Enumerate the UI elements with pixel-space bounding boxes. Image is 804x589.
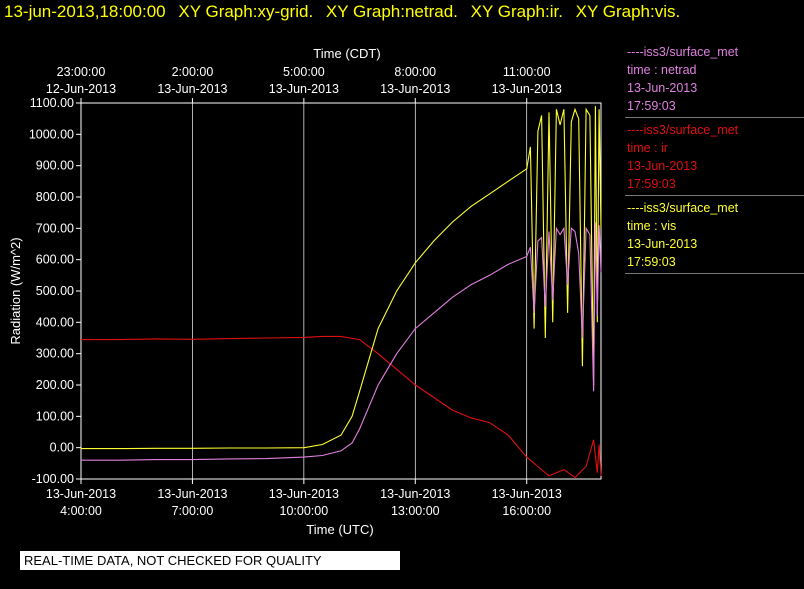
y-tick-label: 100.00 bbox=[36, 409, 74, 423]
quality-disclaimer: REAL-TIME DATA, NOT CHECKED FOR QUALITY bbox=[20, 551, 400, 570]
y-tick-label: 0.00 bbox=[50, 441, 74, 455]
y-tick-label: 600.00 bbox=[36, 253, 74, 267]
series-line-vis bbox=[81, 106, 602, 450]
x-axis-top-title: Time (CDT) bbox=[313, 46, 380, 61]
y-tick-label: -100.00 bbox=[32, 472, 74, 486]
header-graph-netrad: XY Graph:netrad. bbox=[325, 2, 458, 21]
legend: ----iss3/surface_met time : netrad 13-Ju… bbox=[625, 42, 804, 276]
x-tick-label-date: 13-Jun-2013 bbox=[46, 487, 116, 501]
x-tick-label-date: 13-Jun-2013 bbox=[380, 487, 450, 501]
series-lines bbox=[81, 106, 602, 479]
header-bar: 13-jun-2013,18:00:00 XY Graph:xy-grid. X… bbox=[4, 2, 680, 22]
legend-source: ----iss3/surface_met bbox=[627, 201, 739, 215]
x-top-tick-label-time: 8:00:00 bbox=[394, 65, 436, 79]
y-axis-title: Radiation (W/m^2) bbox=[8, 237, 23, 344]
legend-time: 17:59:03 bbox=[627, 255, 676, 269]
x-top-tick-label-time: 5:00:00 bbox=[283, 65, 325, 79]
x-tick-label-time: 7:00:00 bbox=[172, 504, 214, 518]
legend-item-vis: ----iss3/surface_met time : vis 13-Jun-2… bbox=[625, 198, 804, 274]
y-tick-label: 1000.00 bbox=[29, 127, 74, 141]
legend-date: 13-Jun-2013 bbox=[627, 81, 698, 95]
x-tick-label-date: 13-Jun-2013 bbox=[492, 487, 562, 501]
legend-source: ----iss3/surface_met bbox=[627, 45, 739, 59]
x-axis-bottom-title: Time (UTC) bbox=[306, 522, 373, 537]
x-top-tick-label-date: 13-Jun-2013 bbox=[157, 82, 227, 96]
legend-source: ----iss3/surface_met bbox=[627, 123, 739, 137]
header-timestamp: 13-jun-2013,18:00:00 bbox=[4, 2, 166, 21]
header-graph-ir: XY Graph:ir. bbox=[470, 2, 563, 21]
legend-time: 17:59:03 bbox=[627, 177, 676, 191]
legend-date: 13-Jun-2013 bbox=[627, 159, 698, 173]
x-top-tick-label-time: 2:00:00 bbox=[172, 65, 214, 79]
header-graph-vis: XY Graph:vis. bbox=[575, 2, 681, 21]
x-tick-label-time: 4:00:00 bbox=[60, 504, 102, 518]
x-tick-label-time: 13:00:00 bbox=[391, 504, 440, 518]
x-top-tick-label-time: 23:00:00 bbox=[57, 65, 106, 79]
y-tick-label: 1100.00 bbox=[30, 96, 74, 110]
x-top-tick-label-date: 13-Jun-2013 bbox=[380, 82, 450, 96]
y-tick-label: 500.00 bbox=[36, 284, 74, 298]
series-line-netrad bbox=[81, 222, 602, 461]
y-tick-label: 900.00 bbox=[36, 159, 74, 173]
x-tick-label-date: 13-Jun-2013 bbox=[269, 487, 339, 501]
legend-item-netrad: ----iss3/surface_met time : netrad 13-Ju… bbox=[625, 42, 804, 118]
x-top-tick-label-date: 13-Jun-2013 bbox=[492, 82, 562, 96]
series-line-ir bbox=[81, 335, 602, 479]
y-tick-label: 300.00 bbox=[36, 347, 74, 361]
y-tick-label: 200.00 bbox=[36, 378, 74, 392]
x-top-tick-label-date: 13-Jun-2013 bbox=[269, 82, 339, 96]
header-graph-xy-grid: XY Graph:xy-grid. bbox=[178, 2, 314, 21]
legend-time: 17:59:03 bbox=[627, 99, 676, 113]
grid-lines bbox=[80, 103, 528, 479]
x-tick-label-time: 16:00:00 bbox=[502, 504, 551, 518]
plot-frame bbox=[80, 102, 602, 480]
x-top-tick-label-time: 11:00:00 bbox=[503, 65, 551, 79]
x-top-tick-label-date: 12-Jun-2013 bbox=[46, 82, 116, 96]
legend-variable: time : vis bbox=[627, 219, 677, 233]
x-tick-label-date: 13-Jun-2013 bbox=[157, 487, 227, 501]
legend-variable: time : netrad bbox=[627, 63, 697, 77]
legend-variable: time : ir bbox=[627, 141, 668, 155]
y-tick-label: 700.00 bbox=[36, 221, 74, 235]
y-tick-label: 400.00 bbox=[36, 315, 74, 329]
y-tick-label: 800.00 bbox=[36, 190, 74, 204]
x-tick-label-time: 10:00:00 bbox=[280, 504, 329, 518]
y-axis: -100.00 0.00 100.00 200.00 300.00 400.00 500.0… bbox=[29, 96, 81, 486]
x-axis: 13-Jun-2013 4:00:00 23:00:00 12-Jun-2013 13-… bbox=[46, 65, 562, 518]
legend-item-ir: ----iss3/surface_met time : ir 13-Jun-20… bbox=[625, 120, 804, 196]
legend-date: 13-Jun-2013 bbox=[627, 237, 698, 251]
